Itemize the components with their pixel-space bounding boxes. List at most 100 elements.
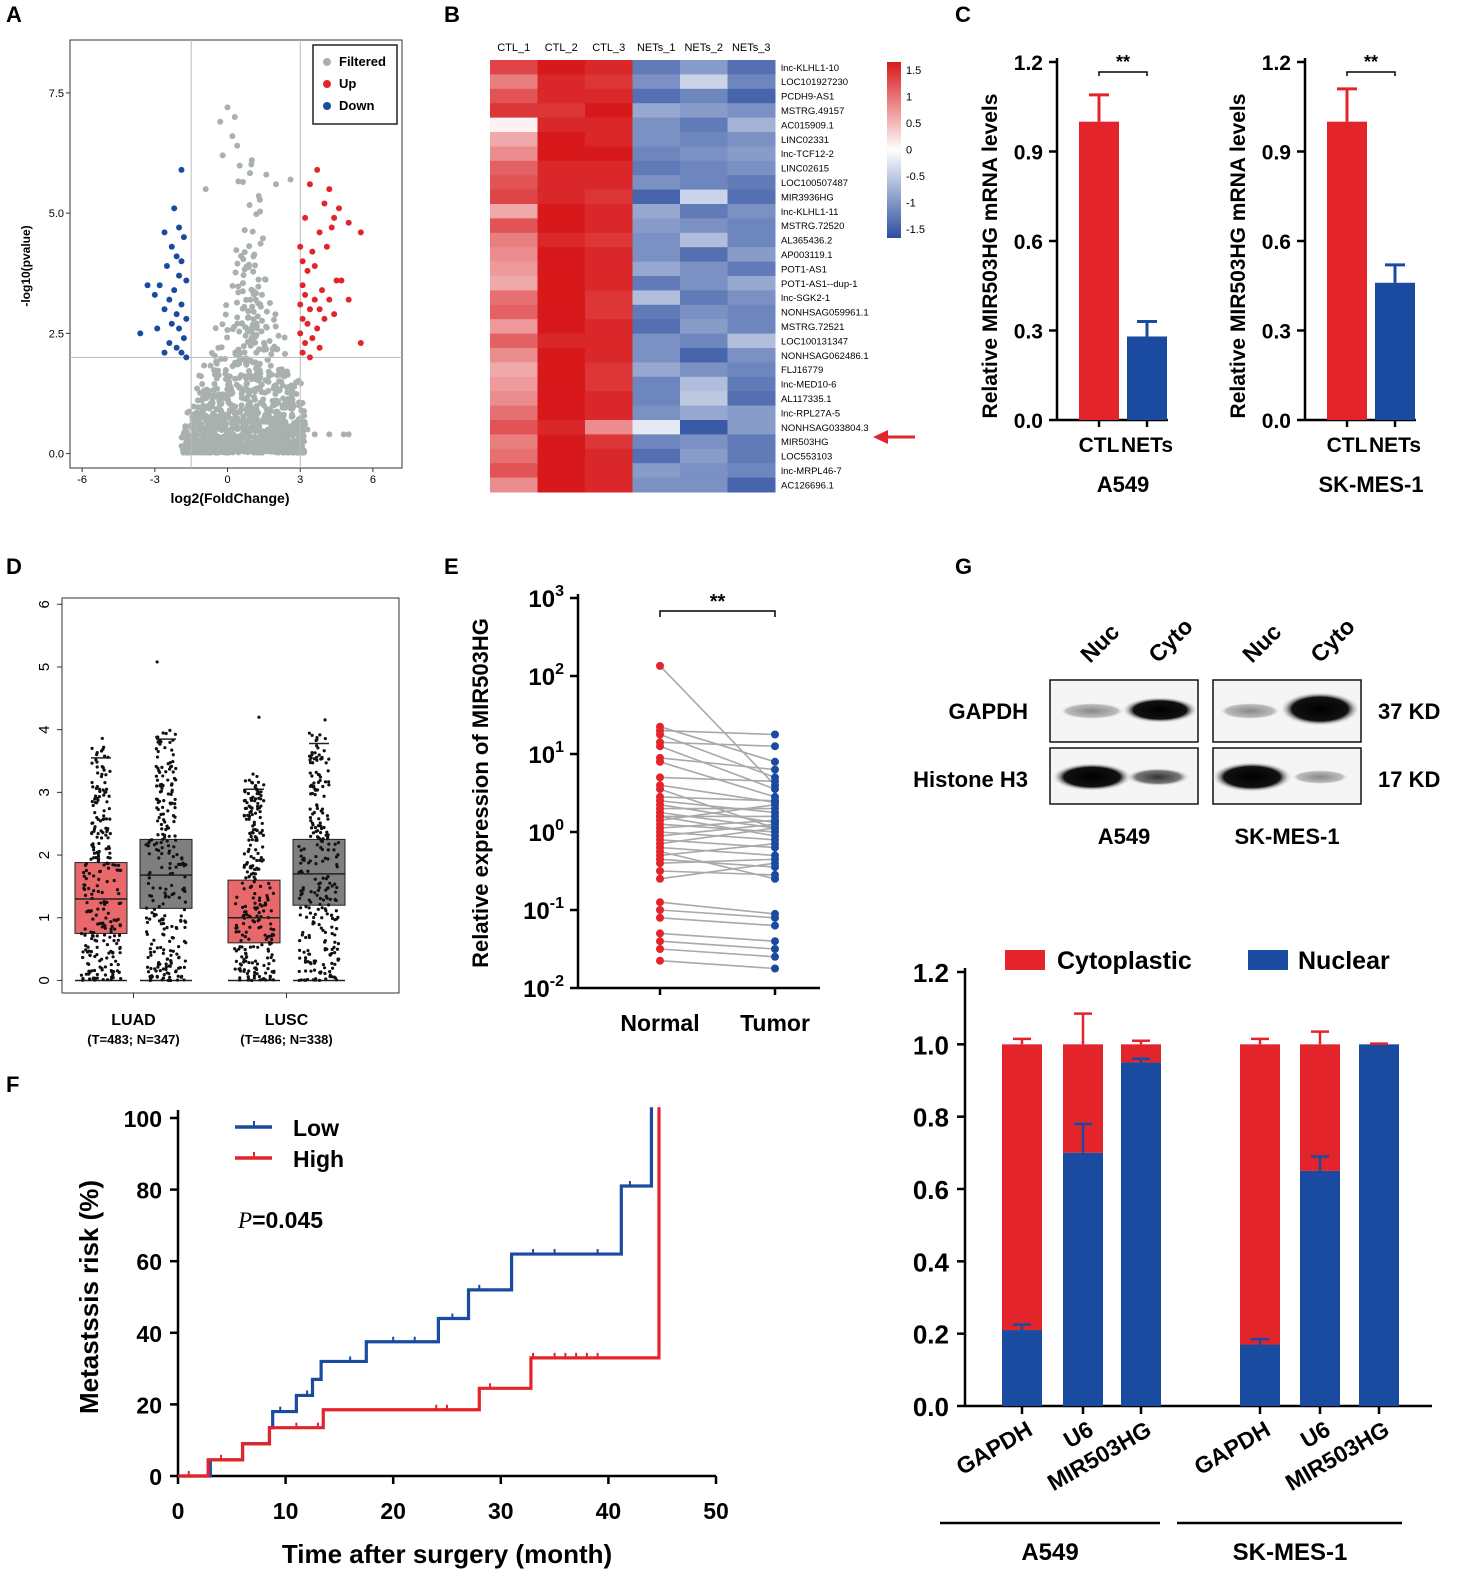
heatmap-cell [490, 189, 538, 205]
data-point [92, 848, 96, 852]
data-point [144, 843, 148, 847]
data-point [155, 806, 159, 810]
filtered-point [281, 373, 288, 380]
data-point [150, 975, 154, 979]
filtered-point [243, 381, 250, 388]
data-point [117, 892, 121, 896]
heatmap-cell [585, 319, 633, 335]
data-point [180, 857, 184, 861]
heatmap-column-labels: CTL_1 CTL_2 CTL_3 NETs_1 NETs_2 NETs_3 [497, 42, 770, 54]
band [1292, 770, 1348, 784]
filtered-point [224, 411, 231, 418]
data-point [299, 848, 303, 852]
down-point [171, 287, 178, 294]
down-point [183, 277, 190, 284]
box-plot-frame [61, 597, 400, 994]
filtered-point [183, 439, 190, 446]
filtered-point [265, 378, 272, 385]
data-point [234, 949, 239, 953]
heatmap-cell [632, 434, 681, 450]
heatmap-cell [490, 420, 538, 435]
heatmap-cell [680, 391, 728, 407]
heatmap-column-label: CTL_1 [497, 42, 530, 54]
heatmap-cell [585, 74, 633, 90]
data-point [257, 974, 262, 979]
data-point [148, 871, 152, 875]
protein-label-histone: Histone H3 [913, 767, 1028, 792]
pair-line [659, 846, 776, 857]
data-point [319, 827, 324, 831]
heatmap-row-label: LOC101927230 [781, 77, 848, 88]
filtered-point [213, 358, 220, 365]
protein-label-gapdh: GAPDH [949, 699, 1028, 724]
x-tick-label: GAPDH [1190, 1416, 1275, 1480]
data-point [328, 897, 332, 901]
heatmap-row-label: lnc-KLHL1-10 [781, 63, 839, 74]
data-point [252, 820, 256, 824]
data-point [162, 948, 166, 952]
data-point [314, 862, 318, 866]
data-point [255, 804, 260, 809]
filtered-point [272, 181, 279, 188]
data-point [95, 934, 99, 938]
data-point [183, 900, 188, 904]
heatmap-cell [680, 232, 728, 248]
data-point [83, 927, 87, 931]
heatmap-cell [680, 218, 728, 234]
data-point [174, 925, 178, 930]
data-point [312, 784, 316, 788]
data-point [252, 976, 256, 980]
heatmap-column-label: CTL_3 [592, 42, 625, 54]
data-point [159, 789, 164, 793]
filtered-point [234, 260, 241, 267]
data-point [318, 970, 322, 975]
heatmap-row-label: AC126696.1 [781, 480, 834, 491]
heatmap-column-label: CTL_2 [545, 42, 578, 54]
data-point [112, 918, 116, 922]
filtered-point [257, 432, 264, 439]
heatmap-cell [537, 477, 586, 493]
filtered-point [223, 302, 230, 309]
heatmap-column-label: NETs_2 [684, 42, 723, 54]
heatmap-row-label: AL117335.1 [781, 394, 832, 405]
data-point [312, 968, 317, 972]
data-point [317, 922, 321, 927]
down-point [161, 229, 168, 236]
data-point [165, 926, 169, 930]
up-point [297, 330, 304, 337]
down-point [173, 311, 180, 318]
data-point [182, 965, 186, 970]
legend-swatch-nuclear [1248, 950, 1288, 970]
filtered-point [267, 362, 274, 369]
data-point [254, 848, 258, 852]
filtered-point [237, 418, 244, 425]
data-point [183, 889, 187, 893]
data-point [243, 910, 247, 914]
data-point [116, 963, 120, 967]
down-point [178, 349, 185, 356]
x-tick-label: 10 [273, 1498, 299, 1524]
filtered-point [232, 269, 239, 276]
x-tick-label: 30 [488, 1498, 514, 1524]
heatmap-cell [727, 261, 776, 277]
down-point [168, 243, 175, 250]
data-point [100, 764, 104, 769]
data-point [97, 787, 102, 791]
group-sample-size: (T=486; N=338) [240, 1032, 333, 1047]
heatmap-cell [490, 276, 538, 291]
heatmap-row-label: MSTRG.49157 [781, 106, 844, 117]
data-point [91, 844, 95, 849]
filtered-point [254, 416, 261, 423]
normal-point [656, 956, 664, 965]
heatmap-cell [537, 74, 586, 90]
data-point [334, 909, 338, 913]
heatmap-row-label: lnc-TCF12-2 [781, 149, 834, 160]
data-point [312, 757, 316, 761]
data-point [255, 774, 259, 779]
filtered-point [244, 314, 251, 321]
data-point [299, 906, 303, 910]
data-point [325, 814, 330, 818]
data-point [183, 875, 187, 879]
filtered-point [296, 402, 303, 409]
legend-swatch-cytoplastic [1005, 950, 1045, 970]
